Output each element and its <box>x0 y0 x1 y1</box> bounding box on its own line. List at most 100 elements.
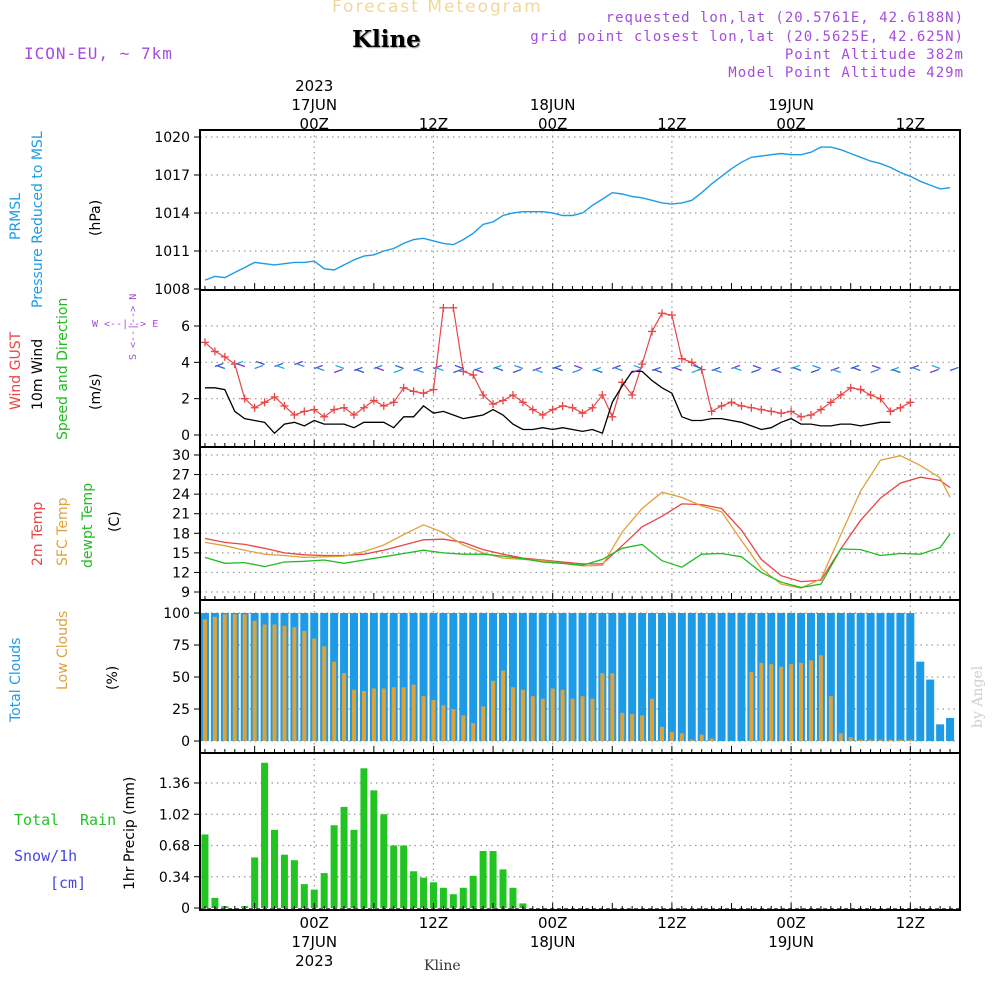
gust-marker <box>200 338 209 347</box>
total-cloud-bar <box>548 613 557 741</box>
gust-marker <box>459 367 468 376</box>
y-tick-label: 75 <box>172 638 190 654</box>
wind-direction-arrow <box>693 364 702 370</box>
gust-marker <box>260 398 269 407</box>
gust-marker <box>240 394 249 403</box>
rain-label-word1: Total <box>14 811 60 829</box>
total-cloud-bar <box>946 717 955 741</box>
gust-marker <box>499 396 508 405</box>
wind-direction-arrow <box>295 362 305 368</box>
low-cloud-bar <box>749 671 754 741</box>
y-tick-label: 1020 <box>154 130 190 146</box>
gust-marker <box>707 407 716 416</box>
top-time-label: 12Z <box>657 115 686 133</box>
gust-marker <box>667 311 676 320</box>
gust-marker <box>320 412 329 421</box>
total-cloud-bar <box>489 613 498 741</box>
total-cloud-bar <box>936 724 945 741</box>
gust-marker <box>598 391 607 400</box>
wind-direction-arrow <box>494 366 504 372</box>
low-cloud-bar <box>401 687 406 741</box>
rain-bar <box>459 887 467 908</box>
wind-direction-arrow <box>810 368 820 374</box>
gust-marker <box>379 401 388 410</box>
rain-bar <box>310 889 318 908</box>
bottom-time-label: 12Z <box>657 914 686 932</box>
total-cloud-bar <box>697 613 706 741</box>
wind-direction-arrow <box>812 364 822 370</box>
gust-marker <box>538 411 547 420</box>
low-cloud-bar <box>709 738 714 741</box>
low-cloud-bar <box>232 614 237 741</box>
wind-direction-arrow <box>355 368 365 374</box>
wind-direction-arrow <box>653 368 663 374</box>
total-cloud-bar <box>419 613 428 741</box>
wind-direction-arrow <box>633 364 643 370</box>
total-cloud-bar <box>926 679 935 741</box>
rain-bar <box>370 790 378 908</box>
rain-bar <box>420 877 428 908</box>
rain-bar <box>519 903 527 908</box>
wind-direction-arrow <box>434 366 444 372</box>
top-time-label: 12Z <box>896 115 925 133</box>
low-cloud-bar <box>669 732 674 741</box>
total-cloud-bar <box>856 613 865 741</box>
snow-label: Snow/1h <box>14 847 78 865</box>
rain-bar <box>320 873 328 908</box>
top-time-label: 12Z <box>419 115 448 133</box>
bottom-time-label: 2023 <box>295 952 333 970</box>
wind-direction-arrow <box>512 368 522 374</box>
gust-marker <box>906 398 915 407</box>
wind-direction-arrow <box>870 368 880 374</box>
rain-bar <box>479 851 487 908</box>
rain-bar <box>390 845 398 908</box>
total-cloud-bar <box>568 613 577 741</box>
gust-marker <box>816 405 825 414</box>
model-point-altitude: Model Point Altitude 429m <box>728 65 964 81</box>
total-cloud-bar <box>449 613 458 741</box>
low-cloud-bar <box>838 733 843 741</box>
gust-marker <box>767 407 776 416</box>
wind-direction-arrow <box>931 364 941 370</box>
gust-marker <box>886 407 895 416</box>
wind-direction-arrow <box>393 368 403 374</box>
low-cloud-bar <box>620 712 625 741</box>
y-tick-label: 1.36 <box>159 776 190 792</box>
top-time-label: 17JUN <box>291 96 337 114</box>
low-cloud-bar <box>411 684 416 741</box>
y-tick-label: 6 <box>181 319 190 335</box>
total-cloud-bar <box>846 613 855 741</box>
gust-marker <box>518 398 527 407</box>
bottom-time-label: 12Z <box>419 914 448 932</box>
rain-bar <box>201 834 209 908</box>
low-cloud-bar <box>570 698 575 741</box>
low-cloud-bar <box>361 691 366 741</box>
y-tick-label: 25 <box>172 702 190 718</box>
wind-direction-arrow <box>593 368 603 374</box>
y-tick-label: 0 <box>181 901 190 917</box>
low-cloud-bar <box>431 700 436 741</box>
low-cloud-bar <box>421 696 426 741</box>
low-cloud-bar <box>540 698 545 741</box>
low-cloud-bar <box>520 689 525 741</box>
low-cloud-bar <box>779 666 784 741</box>
bottom-time-label: 12Z <box>896 914 925 932</box>
total-cloud-bar <box>727 613 736 741</box>
low-cloud-bar <box>689 739 694 741</box>
gust-marker <box>797 412 806 421</box>
low-cloud-bar <box>451 709 456 741</box>
total-cloud-bar <box>459 613 468 741</box>
wind-direction-arrow <box>315 366 325 372</box>
y-tick-label: 12 <box>172 565 190 581</box>
gust-marker <box>826 398 835 407</box>
total-cloud-bar <box>349 613 358 741</box>
gust-marker <box>866 391 875 400</box>
y-tick-label: 1017 <box>154 168 190 184</box>
total-cloud-bar <box>618 613 627 741</box>
gust-marker <box>270 392 279 401</box>
panel-frame <box>199 129 961 291</box>
total-cloud-bar <box>677 613 686 741</box>
y-tick-label: 18 <box>172 526 190 542</box>
gust-marker <box>449 303 458 312</box>
y-tick-label: 21 <box>172 507 190 523</box>
